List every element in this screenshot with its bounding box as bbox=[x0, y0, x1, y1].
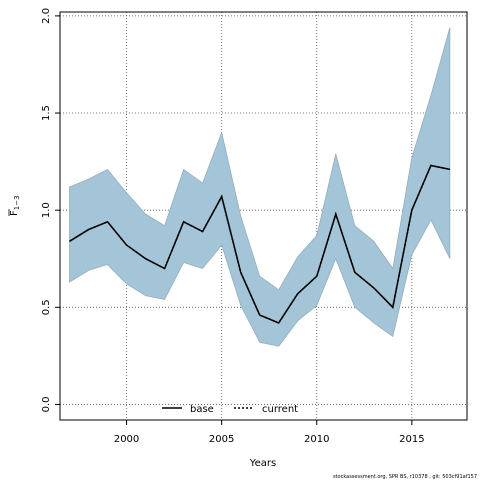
y-axis-title: F1−3 bbox=[8, 195, 21, 216]
legend: base current bbox=[162, 404, 298, 415]
y-axis-title-main: F1−3 bbox=[9, 195, 21, 216]
footer-text: stockassessment.org, SPR BS, r10378 , gi… bbox=[333, 474, 477, 480]
series-line-current bbox=[69, 164, 451, 324]
y-tick-label-1: 1.0 bbox=[41, 202, 52, 218]
x-axis: 2000 2005 2010 2015 bbox=[114, 420, 425, 445]
y-tick-label-0: 0.0 bbox=[41, 397, 52, 413]
legend-label-current: current bbox=[262, 404, 298, 415]
y-axis: 0.0 0.5 1.0 1.5 2.0 bbox=[41, 8, 60, 412]
y-axis-title-subscript: 1−3 bbox=[13, 195, 21, 210]
x-tick-label-2000: 2000 bbox=[114, 434, 139, 445]
x-tick-label-2010: 2010 bbox=[304, 434, 329, 445]
x-tick-label-2005: 2005 bbox=[209, 434, 234, 445]
y-tick-label-2: 2.0 bbox=[41, 8, 52, 24]
x-axis-title: Years bbox=[249, 458, 276, 469]
series-lines bbox=[69, 164, 451, 324]
x-tick-label-2015: 2015 bbox=[399, 434, 424, 445]
y-tick-label-1-5: 1.5 bbox=[41, 105, 52, 121]
plot-frame bbox=[59, 11, 468, 421]
y-axis-title-letter: F bbox=[9, 210, 20, 216]
y-tick-label-0-5: 0.5 bbox=[41, 299, 52, 315]
legend-label-base: base bbox=[190, 404, 214, 415]
